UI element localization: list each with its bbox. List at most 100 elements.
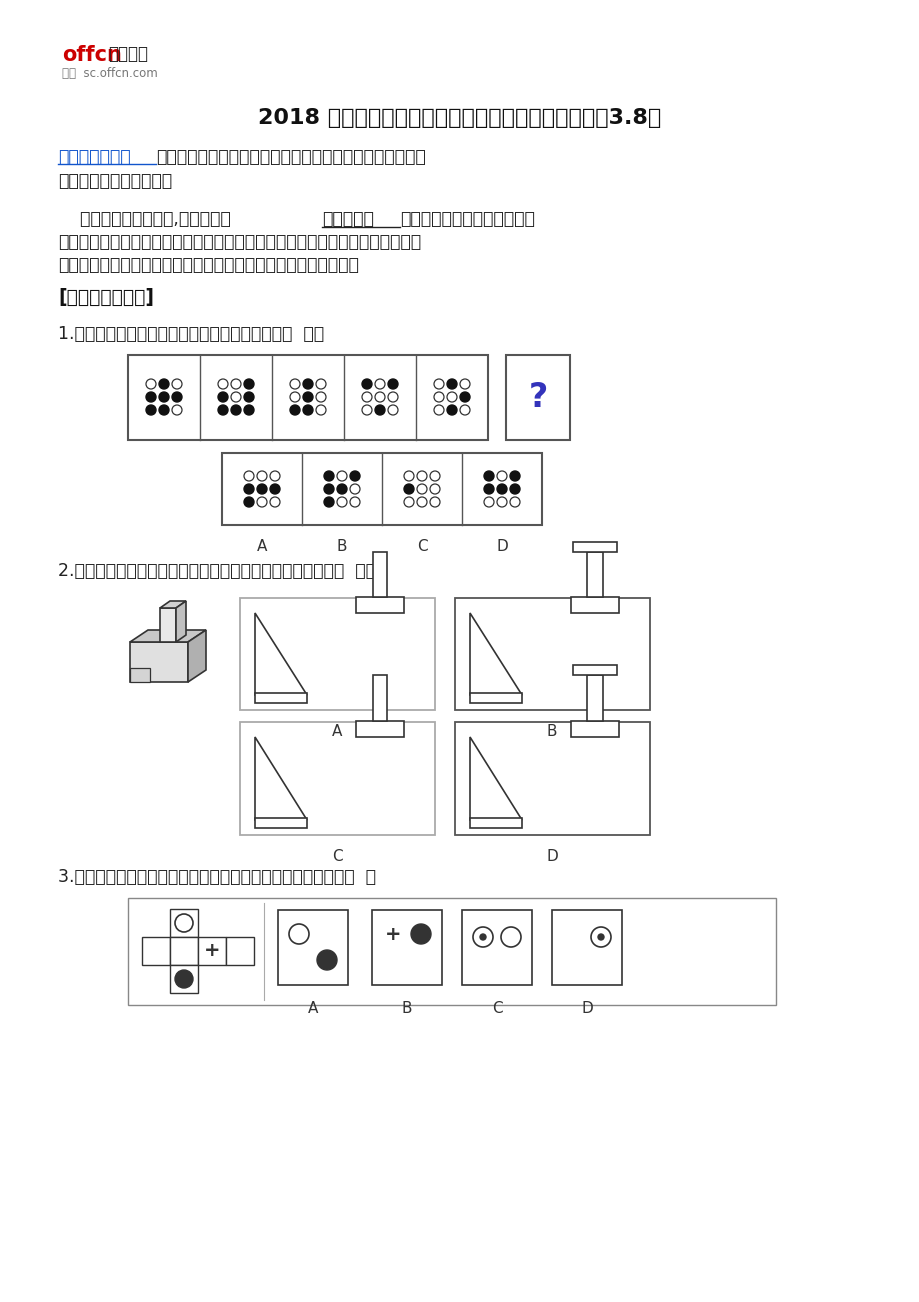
Polygon shape [470,613,521,695]
Circle shape [460,392,470,402]
Text: D: D [581,1001,592,1016]
Text: 涉及图群、字母、立体等，考: 涉及图群、字母、立体等，考 [400,210,534,228]
Circle shape [460,405,470,415]
Circle shape [375,379,384,389]
Circle shape [315,379,325,389]
Bar [573,542,617,552]
Circle shape [403,471,414,480]
Text: offcn: offcn [62,46,121,65]
Text: 中公教育: 中公教育 [108,46,148,62]
Circle shape [302,392,312,402]
Bar [226,937,254,965]
Bar [586,676,602,721]
Circle shape [244,405,254,415]
Circle shape [509,471,519,480]
Text: [行测图形推理题]: [行测图形推理题] [58,288,153,307]
Circle shape [496,484,506,493]
Circle shape [349,497,359,506]
Circle shape [501,927,520,947]
Circle shape [434,379,444,389]
Bar [461,910,531,986]
Circle shape [218,405,228,415]
Bar [128,898,775,1005]
Bar [255,818,307,828]
Polygon shape [176,602,186,642]
Circle shape [231,405,241,415]
Circle shape [159,392,169,402]
Bar [372,552,387,598]
Bar [573,665,617,676]
Bar [170,909,198,937]
Bar [240,723,435,835]
Circle shape [349,484,359,493]
Circle shape [388,405,398,415]
Circle shape [218,379,228,389]
Text: C: C [416,539,426,553]
Circle shape [434,405,444,415]
Circle shape [172,392,182,402]
Text: 四川公务员考试: 四川公务员考试 [58,148,130,165]
Text: 2.左边给定的立体图形，其左视图和主视图的正确选项是：（  ）。: 2.左边给定的立体图形，其左视图和主视图的正确选项是：（ ）。 [58,562,376,579]
Bar [372,676,387,721]
Circle shape [159,405,169,415]
Circle shape [496,471,506,480]
Circle shape [403,484,414,493]
Bar [571,598,618,613]
Circle shape [289,405,300,415]
Circle shape [244,471,254,480]
Text: 图形推理题: 图形推理题 [322,210,373,228]
Circle shape [175,970,193,988]
Circle shape [361,392,371,402]
Text: 求异涉及对称性、元素分布等，立体图形包括折纸盒和截面图等。: 求异涉及对称性、元素分布等，立体图形包括折纸盒和截面图等。 [58,256,358,273]
Circle shape [302,405,312,415]
Circle shape [483,484,494,493]
Circle shape [416,497,426,506]
Polygon shape [255,737,307,820]
Circle shape [434,392,444,402]
Circle shape [323,497,334,506]
Bar [198,937,226,965]
Circle shape [323,484,334,493]
Bar [255,693,307,703]
Bar [356,598,403,613]
Circle shape [447,392,457,402]
Circle shape [172,379,182,389]
Circle shape [317,950,336,970]
Circle shape [336,484,346,493]
Circle shape [509,484,519,493]
Bar [470,818,521,828]
Circle shape [416,484,426,493]
Circle shape [289,392,300,402]
Circle shape [218,392,228,402]
Circle shape [416,471,426,480]
Bar [356,721,403,737]
Polygon shape [470,737,521,820]
Text: +: + [203,941,220,961]
Circle shape [597,934,604,940]
Text: +: + [384,924,401,944]
Text: B: B [336,539,346,553]
Text: C: C [491,1001,502,1016]
Text: 行测考试内容包括言语理解与表达、常识判断、数量关系、: 行测考试内容包括言语理解与表达、常识判断、数量关系、 [156,148,425,165]
Circle shape [480,934,485,940]
Bar [470,693,521,703]
Circle shape [429,484,439,493]
Circle shape [483,497,494,506]
Circle shape [323,471,334,480]
Text: A: A [308,1001,318,1016]
Circle shape [429,471,439,480]
Circle shape [509,497,519,506]
Circle shape [244,392,254,402]
Bar [128,355,487,440]
Circle shape [289,379,300,389]
Circle shape [256,484,267,493]
Circle shape [483,471,494,480]
Text: D: D [495,539,507,553]
Circle shape [375,405,384,415]
Circle shape [349,471,359,480]
Polygon shape [255,613,307,695]
Text: 2018 四川省公务员考试行测图形推理题及答案解析（3.8）: 2018 四川省公务员考试行测图形推理题及答案解析（3.8） [258,108,661,128]
Text: ?: ? [528,381,547,414]
Bar [455,598,650,710]
Circle shape [256,471,267,480]
